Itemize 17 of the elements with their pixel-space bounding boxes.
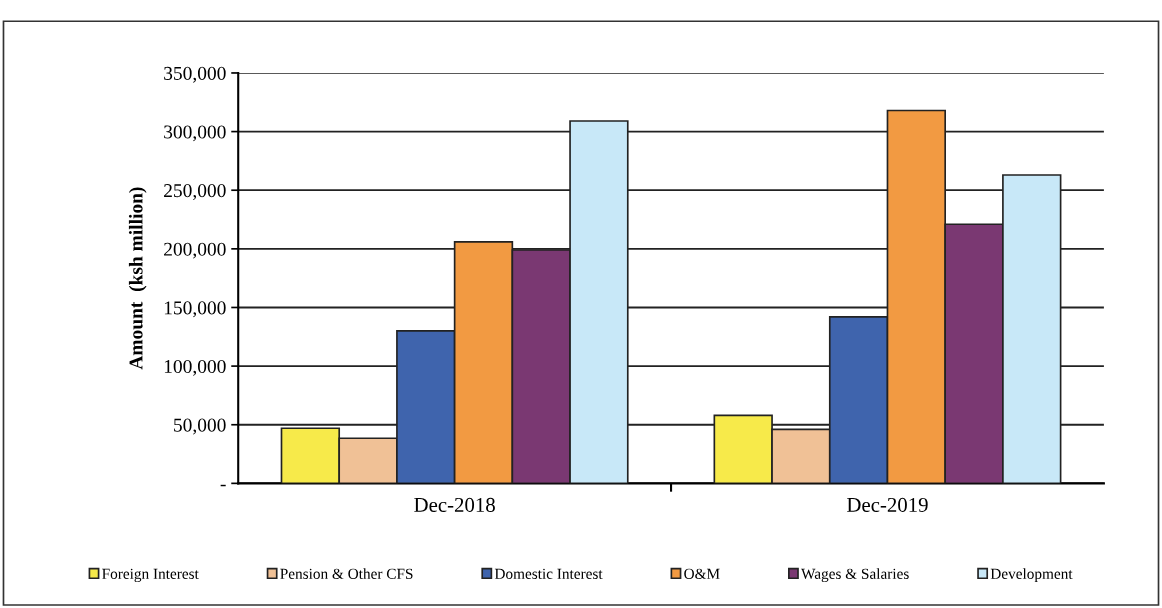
y-tick-label: 300,000 xyxy=(164,125,226,142)
x-tick-label: Dec-2018 xyxy=(414,497,495,512)
y-tick-label: 350,000 xyxy=(164,66,226,83)
legend-label: Domestic Interest xyxy=(494,568,603,579)
x-tick-label: Dec-2019 xyxy=(847,497,928,512)
legend-label: Foreign Interest xyxy=(102,568,199,583)
y-tick-label: 200,000 xyxy=(164,242,226,259)
legend-label: Development xyxy=(990,568,1073,583)
y-tick-label: 50,000 xyxy=(174,418,226,435)
legend-label: Pension & Other CFS xyxy=(280,568,413,579)
legend-label: Wages & Salaries xyxy=(801,568,909,583)
y-tick-label: 250,000 xyxy=(164,184,226,200)
y-axis-title: Amount (ksh million) xyxy=(128,187,147,370)
y-tick-label: 150,000 xyxy=(164,301,226,318)
legend-label: O&M xyxy=(684,568,720,579)
y-tick-label: 100,000 xyxy=(164,359,226,376)
y-tick-label: - xyxy=(220,484,226,487)
